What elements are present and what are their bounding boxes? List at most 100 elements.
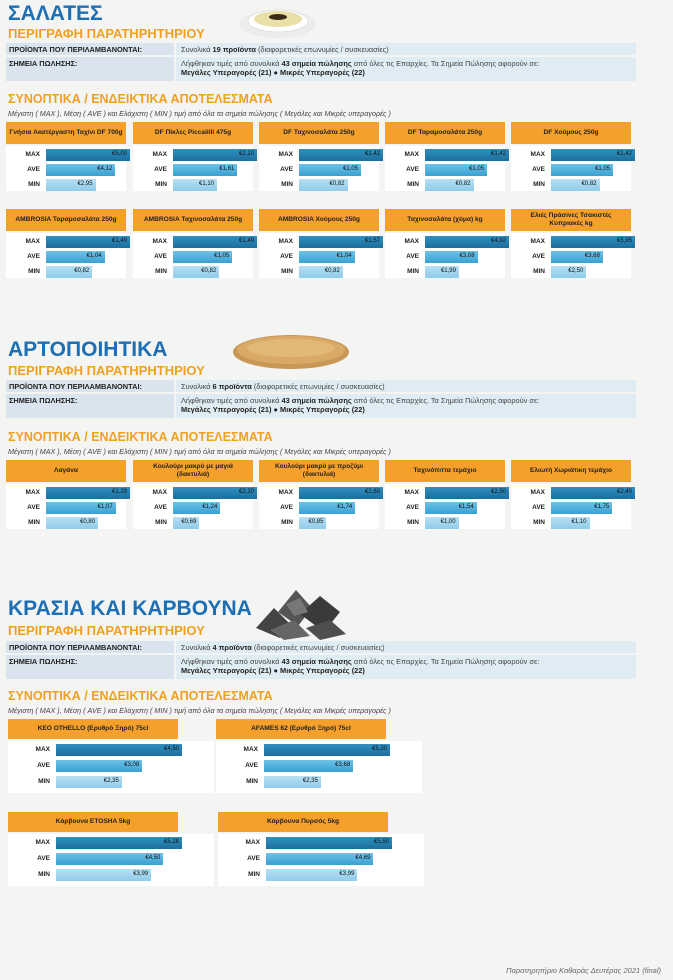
ave-bar: €1,04: [299, 251, 355, 263]
min-value: €2,50: [568, 268, 584, 274]
ave-row: AVE €1,07: [6, 502, 126, 514]
min-value: €0,80: [80, 519, 96, 525]
min-row: MIN €0,82: [385, 179, 505, 191]
price-card: Κάρβουνα Πυρσός 5kg MAX €5,50 AVE €4,69 MIN €3…: [218, 812, 424, 886]
points-value: Λήφθηκαν τιμές από συνολικά 43 σημεία πώ…: [176, 57, 636, 81]
ave-value: €1,07: [97, 504, 113, 510]
ave-row: AVE €1,05: [511, 164, 631, 176]
min-value: €1,10: [198, 181, 214, 187]
price-bars: MAX €5,95 AVE €3,68 MIN €2,50: [511, 233, 635, 278]
max-label: MAX: [35, 746, 50, 753]
ave-row: AVE €1,74: [259, 502, 379, 514]
min-value: €0,82: [329, 181, 345, 187]
max-bar: €5,28: [56, 837, 182, 849]
max-value: €5,95: [616, 238, 632, 244]
products-label: ΠΡΟΪΟΝΤΑ ΠΟΥ ΠΕΡΙΛΑΜΒΑΝΟΝΤΑΙ:: [6, 43, 174, 55]
min-row: MIN €0,82: [6, 266, 126, 278]
min-row: MIN €2,95: [6, 179, 126, 191]
ave-value: €1,74: [337, 504, 353, 510]
product-name: Κάρβουνα Πυρσός 5kg: [218, 812, 388, 832]
price-bars: MAX €1,42 AVE €1,05 MIN €0,82: [511, 146, 635, 191]
max-bar: €4,92: [425, 236, 509, 248]
price-bars: MAX €2,50 AVE €1,54 MIN €1,00: [385, 484, 509, 529]
products-label: ΠΡΟΪΟΝΤΑ ΠΟΥ ΠΕΡΙΛΑΜΒΑΝΟΝΤΑΙ:: [6, 380, 174, 392]
max-value: €1,42: [364, 151, 380, 157]
price-card: DF Πίκλες Piccalilli 475g MAX €2,10 AVE €1,6…: [133, 122, 257, 191]
product-name: Κουλούρι μακρύ με μαγιά (δακτυλιά): [133, 460, 253, 482]
ave-value: €4,69: [355, 855, 371, 861]
ave-bar: €4,50: [56, 853, 164, 865]
ave-value: €1,24: [202, 504, 218, 510]
price-card: Λαγάνα MAX €1,29 AVE €1,07 MIN €0,80: [6, 460, 130, 529]
min-bar: €3,99: [56, 869, 152, 881]
price-bars: MAX €2,40 AVE €1,75 MIN €1,10: [511, 484, 635, 529]
points-label: ΣΗΜΕΙΑ ΠΩΛΗΣΗΣ:: [6, 57, 174, 81]
min-row: MIN €0,82: [511, 179, 631, 191]
ave-label: AVE: [27, 253, 40, 260]
max-label: MAX: [278, 151, 293, 158]
max-label: MAX: [278, 238, 293, 245]
max-label: MAX: [245, 839, 260, 846]
max-bar: €1,42: [551, 149, 635, 161]
min-bar: €2,50: [551, 266, 587, 278]
max-bar: €1,42: [299, 149, 383, 161]
price-bars: MAX €1,57 AVE €1,04 MIN €0,82: [259, 233, 383, 278]
ave-row: AVE €1,24: [133, 502, 253, 514]
product-name: DF Ταραμοσαλάτα 250g: [385, 122, 505, 144]
max-row: MAX €1,57: [259, 236, 383, 248]
min-row: MIN €1,00: [385, 517, 505, 529]
ave-bar: €1,75: [551, 502, 613, 514]
min-bar: €3,99: [266, 869, 358, 881]
min-bar: €1,00: [425, 517, 459, 529]
min-bar: €2,35: [56, 776, 122, 788]
points-row: ΣΗΜΕΙΑ ΠΩΛΗΣΗΣ: Λήφθηκαν τιμές από συνολ…: [6, 394, 636, 418]
min-value: €2,35: [103, 778, 119, 784]
products-row: ΠΡΟΪΟΝΤΑ ΠΟΥ ΠΕΡΙΛΑΜΒΑΝΟΝΤΑΙ: Συνολικά 6…: [6, 380, 636, 392]
ave-bar: €1,05: [425, 164, 488, 176]
ave-value: €1,05: [595, 166, 611, 172]
price-bars: MAX €1,49 AVE €1,04 MIN €0,82: [6, 233, 130, 278]
ave-label: AVE: [532, 504, 545, 511]
ave-value: €1,05: [343, 166, 359, 172]
max-label: MAX: [404, 151, 419, 158]
max-label: MAX: [35, 839, 50, 846]
max-label: MAX: [530, 489, 545, 496]
min-bar: €0,82: [46, 266, 93, 278]
ave-value: €1,04: [86, 253, 102, 259]
ave-bar: €1,05: [173, 251, 233, 263]
min-label: MIN: [533, 519, 545, 526]
max-row: MAX €2,60: [259, 487, 383, 499]
ave-bar: €3,68: [264, 760, 354, 772]
min-value: €2,35: [302, 778, 318, 784]
max-row: MAX €5,20: [216, 744, 422, 756]
ave-value: €1,05: [214, 253, 230, 259]
section-title: ΣΑΛΑΤΕΣ: [8, 2, 103, 25]
price-card: DF Ταραμοσαλάτα 250g MAX €1,42 AVE €1,05 MIN €…: [385, 122, 509, 191]
min-value: €3,99: [133, 871, 149, 877]
min-label: MIN: [281, 181, 293, 188]
price-card: Κουλούρι μακρύ με προζύμι (δακτυλιά) MAX €…: [259, 460, 383, 529]
results-title: ΣΥΝΟΠΤΙΚΑ / ΕΝΔΕΙΚΤΙΚΑ ΑΠΟΤΕΛΕΣΜΑΤΑ: [8, 430, 273, 444]
ave-row: AVE €1,04: [259, 251, 379, 263]
max-row: MAX €5,95: [511, 236, 635, 248]
ave-label: AVE: [280, 253, 293, 260]
observatory-subtitle: ΠΕΡΙΓΡΑΦΗ ΠΑΡΑΤΗΡΗΤΗΡΙΟΥ: [8, 363, 205, 378]
max-row: MAX €1,49: [6, 236, 130, 248]
product-name: DF Πίκλες Piccalilli 475g: [133, 122, 253, 144]
ave-bar: €1,54: [425, 502, 477, 514]
max-bar: €2,10: [173, 149, 257, 161]
ave-row: AVE €3,08: [8, 760, 214, 772]
ave-row: AVE €1,75: [511, 502, 631, 514]
max-label: MAX: [530, 238, 545, 245]
ave-bar: €1,74: [299, 502, 356, 514]
ave-value: €3,08: [124, 762, 140, 768]
ave-row: AVE €3,68: [216, 760, 422, 772]
product-name: Γνήσια Ακατέργαστη Ταχίνι DF 700g: [6, 122, 126, 144]
price-card: AMBROSIA Ταχινοσαλάτα 250g MAX €1,49 AVE €1,…: [133, 209, 257, 278]
max-value: €5,50: [373, 839, 389, 845]
min-bar: €2,95: [46, 179, 96, 191]
ave-bar: €1,05: [299, 164, 362, 176]
price-card: AMBROSIA Χούμους 250g MAX €1,57 AVE €1,04 MIN…: [259, 209, 383, 278]
products-value: Συνολικά 4 προϊόντα (διαφορετικές επωνυμ…: [176, 641, 636, 653]
ave-row: AVE €1,05: [259, 164, 379, 176]
